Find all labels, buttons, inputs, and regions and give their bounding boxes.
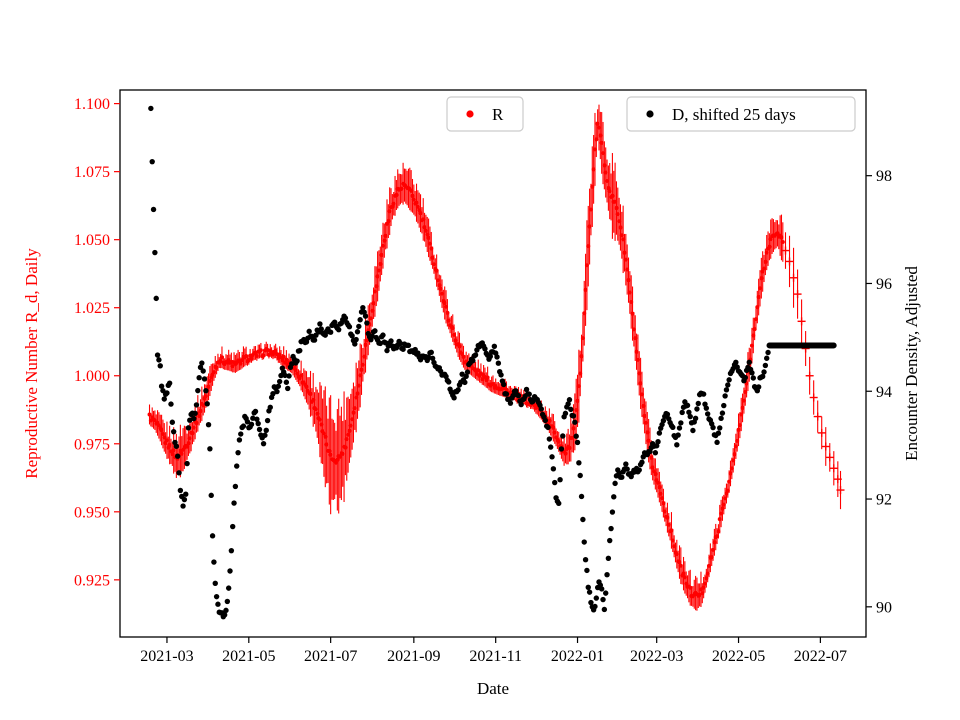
svg-text:2022-01: 2022-01 bbox=[551, 648, 604, 665]
svg-text:2021-09: 2021-09 bbox=[387, 648, 440, 665]
svg-text:1.075: 1.075 bbox=[74, 164, 110, 181]
svg-text:2021-07: 2021-07 bbox=[304, 648, 357, 665]
plot-frame bbox=[119, 89, 867, 638]
legend-marker-icon bbox=[466, 110, 474, 118]
svg-text:1.025: 1.025 bbox=[74, 300, 110, 317]
x-axis-label: Date bbox=[477, 679, 509, 698]
svg-text:0.925: 0.925 bbox=[74, 572, 110, 589]
y-axis-right: 90 92 94 96 98 Encounter Density, Adjusted bbox=[866, 168, 921, 616]
svg-text:2021-03: 2021-03 bbox=[140, 648, 193, 665]
legend-label: D, shifted 25 days bbox=[672, 105, 796, 124]
y-axis-left-label: Reproductive Number R_d, Daily bbox=[22, 248, 41, 479]
svg-text:90: 90 bbox=[876, 599, 892, 616]
svg-text:0.950: 0.950 bbox=[74, 504, 110, 521]
svg-text:2021-11: 2021-11 bbox=[469, 648, 522, 665]
series-d-shifted-25-days bbox=[148, 105, 771, 620]
svg-text:1.000: 1.000 bbox=[74, 368, 110, 385]
series-r-tail bbox=[781, 232, 845, 510]
svg-text:2022-05: 2022-05 bbox=[712, 648, 765, 665]
svg-text:92: 92 bbox=[876, 492, 892, 509]
x-axis: 2021-03 2021-05 2021-07 2021-09 2021-11 2022-… bbox=[140, 637, 847, 698]
svg-text:1.050: 1.050 bbox=[74, 232, 110, 249]
legend-label: R bbox=[492, 105, 504, 124]
svg-text:98: 98 bbox=[876, 168, 892, 185]
y-axis-right-label: Encounter Density, Adjusted bbox=[902, 266, 921, 461]
legend-r: R bbox=[446, 96, 524, 132]
svg-text:96: 96 bbox=[876, 276, 892, 293]
svg-text:2021-05: 2021-05 bbox=[222, 648, 275, 665]
svg-text:0.975: 0.975 bbox=[74, 436, 110, 453]
svg-text:2022-03: 2022-03 bbox=[630, 648, 683, 665]
y-axis-left: 0.925 0.950 0.975 1.000 1.025 1.050 1.075 1.100… bbox=[22, 96, 120, 589]
series-r bbox=[147, 104, 785, 611]
legend-d-shifted-25-days: D, shifted 25 days bbox=[626, 96, 856, 132]
svg-text:2022-07: 2022-07 bbox=[794, 648, 847, 665]
legend-marker-icon bbox=[646, 110, 654, 118]
svg-text:94: 94 bbox=[876, 384, 892, 401]
svg-text:1.100: 1.100 bbox=[74, 96, 110, 113]
series-d-flat-segment bbox=[766, 342, 837, 349]
